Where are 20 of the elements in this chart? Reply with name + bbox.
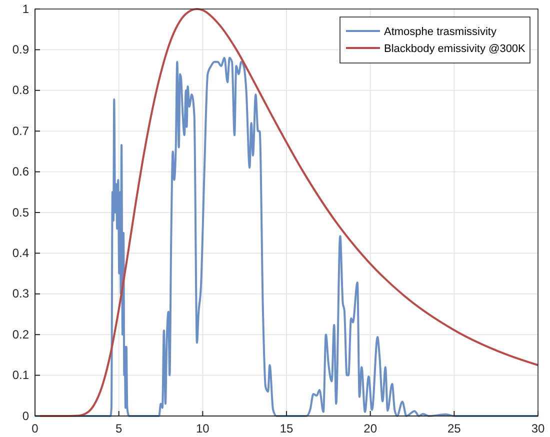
y-tick-label: 0.4 — [12, 246, 30, 260]
y-tick-label: 0 — [22, 408, 30, 423]
y-tick-label: 0.9 — [12, 42, 30, 57]
legend-label: Atmosphe trasmissivity — [384, 26, 497, 38]
x-tick-label: 20 — [364, 422, 378, 436]
y-tick-label: 0.7 — [12, 124, 30, 138]
x-tick-label: 25 — [447, 422, 462, 436]
y-tick-label: 0.5 — [12, 205, 30, 220]
y-tick-label: 0.8 — [12, 83, 30, 98]
y-tick-label: 0.2 — [12, 327, 30, 342]
legend-label: Blackbody emissivity @300K — [384, 43, 526, 55]
x-tick-label: 15 — [280, 422, 294, 436]
x-tick-label: 30 — [531, 422, 545, 436]
y-tick-label: 0.3 — [12, 286, 30, 301]
y-tick-label: 1 — [22, 2, 30, 16]
y-tick-label: 0.1 — [12, 368, 30, 382]
x-tick-label: 10 — [196, 422, 210, 436]
x-tick-label: 0 — [32, 422, 39, 436]
x-tick-label: 5 — [115, 422, 122, 436]
y-tick-label: 0.6 — [12, 164, 30, 179]
